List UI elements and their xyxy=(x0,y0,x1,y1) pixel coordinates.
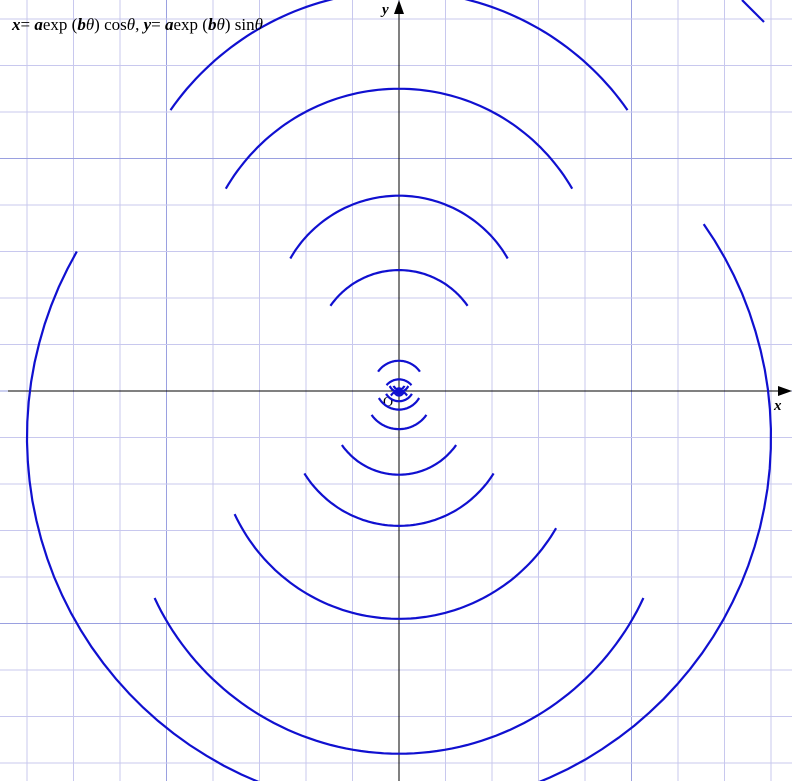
formula-separator: , xyxy=(135,15,144,34)
formula-y-b: b xyxy=(208,15,217,34)
formula-label: x= aexp (bθ) cosθ, y= aexp (bθ) sinθ xyxy=(11,15,263,34)
formula-x-var: x xyxy=(11,15,21,34)
origin-label: O xyxy=(383,395,393,410)
spiral-arc xyxy=(153,597,645,755)
spiral-arc xyxy=(25,223,773,781)
spiral-arc xyxy=(233,513,558,620)
spiral-arc xyxy=(377,359,421,373)
spiral-core-arc xyxy=(393,392,405,397)
spiral-arc xyxy=(385,393,413,403)
spiral-curves xyxy=(25,0,773,781)
formula-x-exp: exp ( xyxy=(43,15,78,34)
formula-x-theta: θ xyxy=(86,15,94,34)
spiral-outer-segment xyxy=(741,0,765,23)
spiral-arc xyxy=(289,194,509,260)
spiral-arc xyxy=(303,472,495,528)
formula-x-theta2: θ xyxy=(127,15,135,34)
formula-y-sin: ) sin xyxy=(225,15,255,34)
formula-y-a: a xyxy=(165,15,174,34)
formula-x-cos: ) cos xyxy=(94,15,127,34)
formula-y-theta2: θ xyxy=(255,15,263,34)
spiral-arc xyxy=(329,269,469,307)
spiral-arc xyxy=(377,397,421,411)
spiral-arc xyxy=(224,87,574,190)
y-axis-label: y xyxy=(380,2,389,18)
formula-y-theta: θ xyxy=(216,15,224,34)
spiral-arc xyxy=(370,414,428,431)
spiral-arc xyxy=(385,378,413,386)
spiral-arc xyxy=(169,0,629,111)
spiral-arc xyxy=(340,444,458,476)
formula-y-exp: exp ( xyxy=(174,15,209,34)
y-axis-arrow xyxy=(394,0,404,14)
x-axis-label: x xyxy=(773,398,782,414)
formula-y-var: y xyxy=(142,15,152,34)
spiral-arc xyxy=(392,385,406,391)
formula-x-a: a xyxy=(34,15,43,34)
spiral-arc xyxy=(390,389,408,397)
spiral-core-arc xyxy=(395,387,403,395)
x-axis-arrow xyxy=(778,386,792,396)
formula-x-b: b xyxy=(77,15,86,34)
